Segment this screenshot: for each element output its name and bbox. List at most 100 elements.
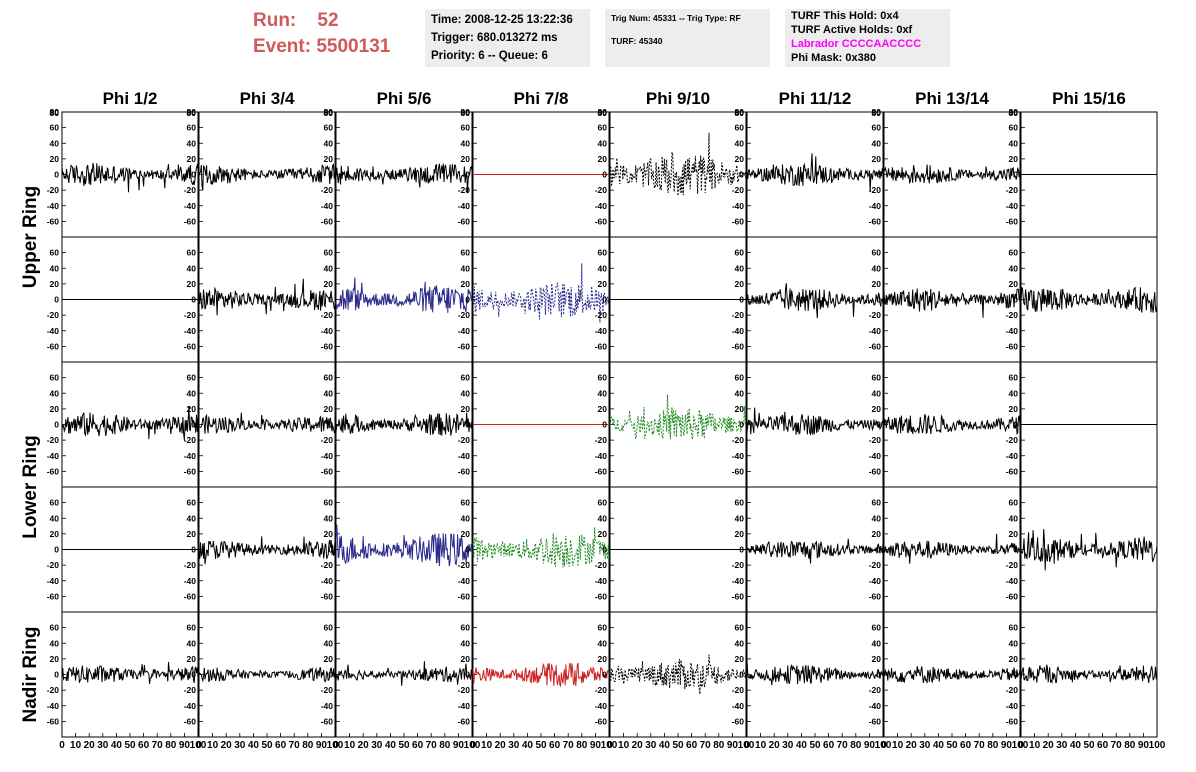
x-tick-label: 40 <box>522 740 534 751</box>
y-tick-label: 40 <box>735 388 745 398</box>
column-title: Phi 5/6 <box>377 89 432 108</box>
y-tick-label: -20 <box>595 310 608 320</box>
y-tick-label: -60 <box>869 716 882 726</box>
y-tick-label: -20 <box>595 185 608 195</box>
x-tick-label: 10 <box>1029 740 1041 751</box>
y-tick-label: -40 <box>595 701 608 711</box>
waveform-trace <box>61 661 199 684</box>
x-tick-label: 30 <box>645 740 657 751</box>
y-tick-label: -20 <box>1006 185 1019 195</box>
y-tick-label: -60 <box>184 716 197 726</box>
y-tick-label: 20 <box>324 154 334 164</box>
y-tick-label: -60 <box>869 216 882 226</box>
y-tick-label: -40 <box>869 326 882 336</box>
y-tick-label: 40 <box>598 138 608 148</box>
x-tick-label: 90 <box>1138 740 1150 751</box>
y-tick-label: 40 <box>872 263 882 273</box>
x-tick-label: 50 <box>398 740 410 751</box>
y-tick-label: 0 <box>191 420 196 430</box>
x-tick-label: 20 <box>358 740 370 751</box>
y-tick-label: -60 <box>458 216 471 226</box>
y-tick-label: -20 <box>458 185 471 195</box>
y-tick-label: -20 <box>47 310 60 320</box>
x-tick-label: 60 <box>275 740 287 751</box>
row-group-label: Nadir Ring <box>20 626 41 722</box>
y-tick-label: -60 <box>184 216 197 226</box>
y-tick-label: 0 <box>465 420 470 430</box>
y-tick-label: 40 <box>50 638 60 648</box>
y-tick-label: 60 <box>735 498 745 508</box>
y-tick-label: 20 <box>872 279 882 289</box>
y-tick-label: 40 <box>50 138 60 148</box>
x-tick-label: 70 <box>426 740 438 751</box>
y-tick-label: 80 <box>735 108 745 118</box>
x-tick-label: 50 <box>124 740 136 751</box>
y-tick-label: 0 <box>602 295 607 305</box>
y-tick-label: -20 <box>1006 685 1019 695</box>
x-tick-label: 100 <box>601 740 618 751</box>
y-tick-label: 60 <box>187 248 197 258</box>
x-tick-label: 60 <box>138 740 150 751</box>
y-tick-label: -60 <box>595 466 608 476</box>
x-tick-label: 80 <box>850 740 862 751</box>
x-tick-label: 70 <box>974 740 986 751</box>
y-tick-label: -60 <box>47 466 60 476</box>
y-tick-label: -60 <box>869 466 882 476</box>
y-tick-label: 60 <box>1009 623 1019 633</box>
turf-info-box: TURF This Hold: 0x4 TURF Active Holds: 0… <box>785 9 950 67</box>
y-tick-label: 0 <box>739 420 744 430</box>
y-tick-label: -20 <box>732 435 745 445</box>
x-tick-label: 20 <box>495 740 507 751</box>
x-tick-label: 30 <box>371 740 383 751</box>
y-tick-label: 0 <box>465 670 470 680</box>
y-tick-label: 20 <box>324 654 334 664</box>
y-tick-label: 20 <box>872 404 882 414</box>
y-tick-label: -40 <box>184 326 197 336</box>
y-tick-label: 80 <box>1009 107 1019 117</box>
x-tick-label: 60 <box>1097 740 1109 751</box>
y-tick-label: 60 <box>324 373 334 383</box>
y-tick-label: -40 <box>458 326 471 336</box>
y-tick-label: 60 <box>324 248 334 258</box>
y-tick-label: 40 <box>50 513 60 523</box>
x-tick-label: 80 <box>439 740 451 751</box>
y-tick-label: 40 <box>1009 388 1019 398</box>
column-title: Phi 13/14 <box>915 89 989 108</box>
column-title: Phi 3/4 <box>240 89 295 108</box>
y-tick-label: 0 <box>1013 170 1018 180</box>
column-title: Phi 1/2 <box>103 89 158 108</box>
y-tick-label: 20 <box>187 654 197 664</box>
y-tick-label: 60 <box>735 373 745 383</box>
x-tick-label: 100 <box>327 740 344 751</box>
y-tick-label: 40 <box>50 263 60 273</box>
x-tick-label: 80 <box>302 740 314 751</box>
x-tick-label: 60 <box>823 740 835 751</box>
y-tick-label: -40 <box>321 701 334 711</box>
y-tick-label: -40 <box>47 451 60 461</box>
x-tick-label: 10 <box>344 740 356 751</box>
y-tick-label: 60 <box>187 373 197 383</box>
y-tick-label: 20 <box>598 279 608 289</box>
y-tick-label: -60 <box>1006 591 1019 601</box>
x-tick-label: 0 <box>607 740 613 751</box>
y-tick-label: -40 <box>732 576 745 586</box>
y-tick-label: 20 <box>735 404 745 414</box>
x-tick-label: 90 <box>1001 740 1013 751</box>
y-tick-label: -60 <box>732 466 745 476</box>
run-event-header: Run: 52 Event: 5500131 <box>253 8 390 60</box>
y-tick-label: 60 <box>1009 498 1019 508</box>
y-tick-label: 60 <box>461 623 471 633</box>
x-tick-label: 90 <box>727 740 739 751</box>
y-tick-label: 20 <box>598 404 608 414</box>
y-tick-label: 40 <box>872 138 882 148</box>
x-tick-label: 80 <box>576 740 588 751</box>
y-tick-label: -40 <box>1006 451 1019 461</box>
y-tick-label: -40 <box>321 326 334 336</box>
waveform-trace <box>472 263 610 323</box>
y-tick-label: -20 <box>1006 310 1019 320</box>
y-tick-label: -60 <box>732 591 745 601</box>
y-tick-label: -20 <box>595 435 608 445</box>
y-tick-label: -60 <box>321 466 334 476</box>
y-tick-label: 0 <box>876 420 881 430</box>
y-tick-label: 0 <box>328 545 333 555</box>
